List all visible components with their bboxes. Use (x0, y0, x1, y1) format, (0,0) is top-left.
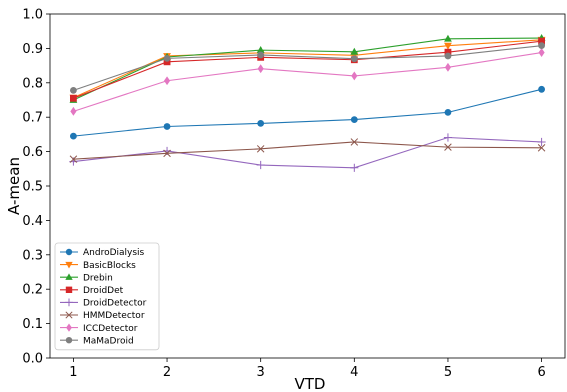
legend-frame (54, 242, 160, 351)
y-tick-label: 0.4 (22, 214, 43, 229)
data-point (163, 149, 171, 158)
y-tick-label: 0.9 (22, 42, 43, 57)
legend-item: DroidDet (60, 286, 124, 296)
legend-marker (65, 298, 73, 307)
series-droiddetector (69, 133, 546, 172)
legend-marker (66, 323, 72, 332)
series-line (73, 45, 542, 91)
x-tick-label: 1 (69, 365, 77, 380)
y-tick-label: 0.0 (22, 352, 43, 367)
data-point (537, 144, 546, 152)
y-tick-label: 0.6 (22, 145, 43, 160)
data-point (350, 55, 358, 63)
data-point (444, 42, 452, 50)
y-tick-label: 0.7 (22, 111, 43, 126)
legend-label: DroidDetector (83, 299, 147, 309)
y-tick-label: 0.1 (22, 317, 43, 332)
data-point (443, 133, 453, 142)
data-point (257, 119, 265, 127)
legend-marker (65, 248, 73, 256)
data-point (257, 64, 264, 74)
legend-item: MaMaDroid (60, 336, 134, 346)
x-tick-label: 6 (537, 365, 545, 380)
legend-label: MaMaDroid (83, 336, 134, 346)
data-point (70, 94, 77, 102)
series-hmmdetector (69, 138, 546, 163)
x-tick-label: 3 (257, 365, 265, 380)
legend-label: DroidDet (83, 286, 124, 296)
series-line (73, 51, 542, 112)
series-line (73, 37, 542, 101)
data-point (444, 108, 452, 116)
legend-label: BasicBlocks (83, 261, 136, 271)
legend-label: Drebin (83, 273, 113, 283)
data-point (444, 52, 452, 60)
legend-item: DroidDetector (60, 298, 147, 309)
series-droiddet (70, 37, 545, 102)
data-point (256, 145, 265, 153)
data-point (537, 137, 546, 147)
data-point (163, 54, 171, 62)
y-axis-label: A-mean (5, 157, 23, 215)
legend-label: ICCDetector (83, 324, 138, 334)
series-androdialysis (70, 85, 545, 140)
x-axis-label: VTD (295, 375, 326, 392)
data-point (350, 138, 359, 146)
data-point (538, 48, 545, 57)
x-axis-ticks: 1 2 3 4 5 6 (69, 358, 546, 380)
data-point (163, 58, 171, 66)
data-point (538, 85, 545, 93)
legend-label: AndroDialysis (83, 248, 145, 258)
data-point (350, 116, 358, 124)
legend-item: ICCDetector (60, 323, 138, 334)
y-tick-label: 0.5 (22, 180, 43, 195)
y-tick-label: 0.2 (22, 283, 43, 298)
series-layer (69, 34, 546, 172)
data-point (350, 163, 359, 172)
legend-item: HMMDetector (60, 311, 145, 321)
series-line (73, 136, 542, 169)
y-tick-label: 0.8 (22, 76, 43, 91)
legend-marker (65, 337, 73, 344)
legend-item: BasicBlocks (60, 261, 136, 271)
data-point (444, 143, 452, 151)
y-tick-label: 0.3 (22, 248, 43, 263)
legend-marker (65, 273, 73, 280)
legend-item: AndroDialysis (60, 248, 145, 258)
data-point (70, 106, 77, 116)
data-point (444, 62, 452, 72)
y-tick-label: 1.0 (22, 8, 43, 23)
y-axis-ticks: 0.0 0.1 0.2 0.3 0.4 0.5 0.6 0.7 0.8 0.9 1.0 (22, 8, 50, 367)
data-point (256, 46, 265, 54)
x-tick-label: 5 (444, 365, 452, 380)
data-point (163, 76, 171, 86)
x-tick-label: 2 (163, 365, 171, 380)
legend-label: HMMDetector (83, 311, 145, 321)
series-line (73, 39, 542, 99)
data-point (163, 123, 171, 130)
legend-marker (65, 311, 73, 319)
x-tick-label: 4 (350, 365, 358, 380)
data-point (538, 42, 545, 50)
data-point (70, 86, 77, 94)
series-line (73, 40, 542, 99)
legend-item: Drebin (60, 273, 113, 283)
legend-marker (65, 261, 73, 269)
data-point (351, 71, 358, 81)
data-point (70, 132, 77, 140)
legend: AndroDialysis BasicBlocks Drebin DroidDet Dr… (54, 242, 160, 351)
data-point (444, 48, 452, 56)
data-point (350, 47, 359, 55)
series-iccdetector (70, 48, 545, 116)
series-line (73, 88, 542, 137)
data-point (257, 51, 265, 59)
legend-marker (65, 286, 73, 293)
series-mamadroid (70, 42, 545, 94)
series-line (73, 141, 542, 160)
data-point (256, 160, 265, 170)
data-point (69, 155, 78, 163)
data-point (538, 37, 545, 45)
data-point (444, 34, 452, 42)
